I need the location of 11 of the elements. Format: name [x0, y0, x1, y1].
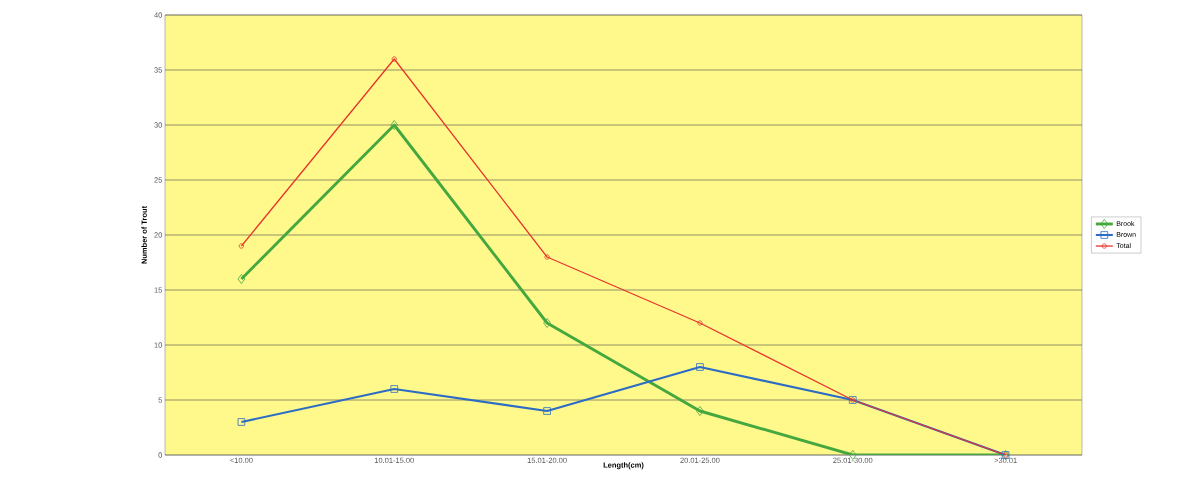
point [696, 363, 704, 371]
point [390, 120, 399, 130]
point [543, 407, 551, 415]
point [390, 385, 399, 393]
point [696, 406, 704, 416]
point [543, 318, 551, 328]
point [237, 418, 246, 426]
point [544, 254, 550, 260]
point [697, 320, 703, 326]
point [391, 56, 397, 62]
point [237, 274, 246, 284]
